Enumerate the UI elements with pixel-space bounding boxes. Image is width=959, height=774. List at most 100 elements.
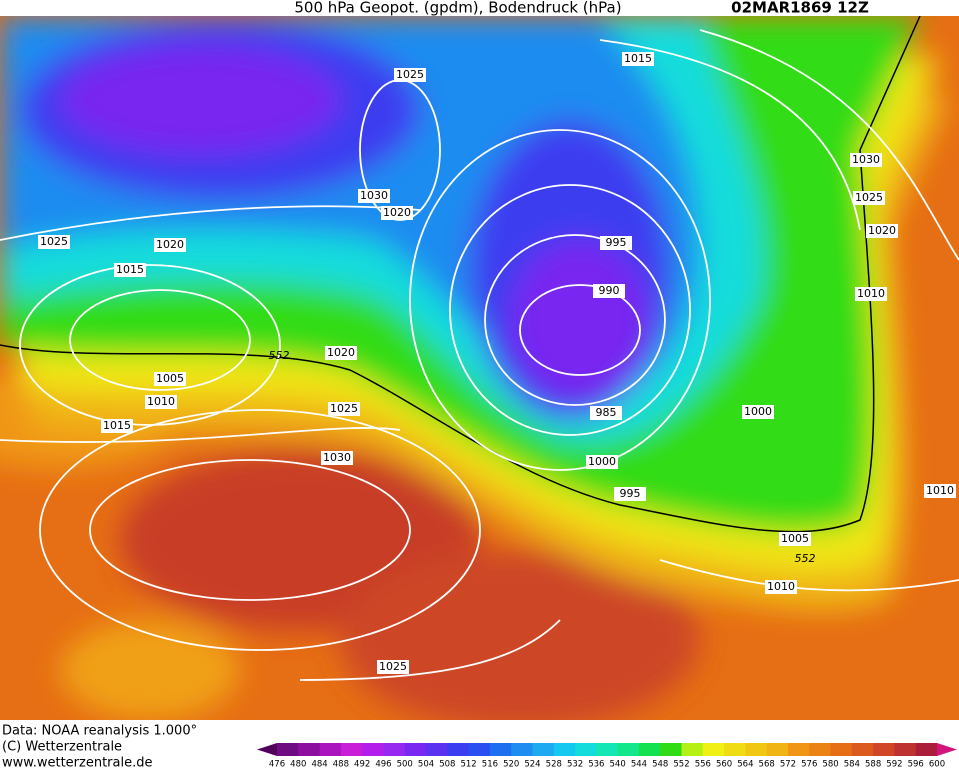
colorbar-tick-label: 516 bbox=[482, 760, 498, 770]
colorbar-tick-label: 504 bbox=[418, 760, 434, 770]
colorbar-swatch bbox=[468, 743, 491, 756]
isobar-label: 995 bbox=[606, 236, 627, 249]
colorbar-tick-label: 556 bbox=[695, 760, 711, 770]
isobar-labels: 1025 1015 1030 1025 1020 1010 1030 1020 1025 1020… bbox=[38, 52, 956, 674]
isobar-label-box bbox=[145, 395, 177, 409]
colorbar-tick-label: 564 bbox=[737, 760, 753, 770]
isobar-label-box bbox=[850, 153, 882, 167]
isobar-label: 1020 bbox=[156, 238, 184, 251]
map: 1025 1015 1030 1025 1020 1010 1030 1020 1025 1020… bbox=[0, 16, 959, 720]
isobar-label: 552 bbox=[269, 349, 290, 362]
isobar-label: 1020 bbox=[868, 224, 896, 237]
colorbar-tick-label: 572 bbox=[780, 760, 796, 770]
colorbar-tick-label: 532 bbox=[567, 760, 583, 770]
isobar-label-box bbox=[321, 451, 353, 465]
colorbar-swatch bbox=[277, 743, 299, 756]
isobar-label: 1015 bbox=[624, 52, 652, 65]
colorbar-swatch bbox=[404, 743, 427, 756]
colorbar-tick-label: 500 bbox=[397, 760, 413, 770]
colorbar: 476 480 484 488 492 496 500 504 508 512 516 520 524 5… bbox=[257, 743, 957, 770]
isobar-label: 1025 bbox=[379, 660, 407, 673]
colorbar-tick-label: 528 bbox=[546, 760, 562, 770]
isobar-label-box bbox=[866, 224, 898, 238]
isobar-label: 1005 bbox=[156, 372, 184, 385]
isobar-label-box bbox=[394, 68, 426, 82]
isobar-label-box bbox=[154, 372, 186, 386]
isobar-label: 1010 bbox=[857, 287, 885, 300]
isobar-label: 995 bbox=[620, 487, 641, 500]
colorbar-tick-label: 524 bbox=[524, 760, 540, 770]
isobar-label-box bbox=[586, 455, 618, 469]
isobar-label-box bbox=[600, 236, 632, 250]
colorbar-tick-label: 476 bbox=[269, 760, 285, 770]
isobar-label: 1010 bbox=[926, 484, 954, 497]
isobar-label-box bbox=[855, 287, 887, 301]
isobar-label: 1005 bbox=[781, 532, 809, 545]
colorbar-tick-label: 544 bbox=[631, 760, 647, 770]
colorbar-arrow-low bbox=[257, 743, 277, 756]
colorbar-tick-label: 592 bbox=[886, 760, 902, 770]
isobar-label: 1020 bbox=[383, 206, 411, 219]
colorbar-tick-label: 580 bbox=[822, 760, 838, 770]
colorbar-swatch bbox=[809, 743, 832, 756]
isobar-label-box bbox=[779, 532, 811, 546]
colorbar-swatch bbox=[915, 743, 938, 756]
colorbar-tick-label: 540 bbox=[610, 760, 626, 770]
colorbar-swatch bbox=[298, 743, 321, 756]
colorbar-swatch bbox=[489, 743, 512, 756]
colorbar-tick-label: 552 bbox=[673, 760, 689, 770]
isobar-label: 552 bbox=[795, 552, 816, 565]
colorbar-swatch bbox=[830, 743, 853, 756]
colorbar-tick-label: 480 bbox=[290, 760, 306, 770]
colorbar-tick-label: 484 bbox=[311, 760, 327, 770]
isobar-label: 985 bbox=[596, 406, 617, 419]
isobar-label: 1010 bbox=[767, 580, 795, 593]
isobar-label-box bbox=[38, 235, 70, 249]
colorbar-swatch bbox=[596, 743, 619, 756]
isobar-label: 1025 bbox=[40, 235, 68, 248]
map-date: 02MAR1869 12Z bbox=[731, 0, 869, 17]
isobar-label: 1025 bbox=[330, 402, 358, 415]
footer-url: www.wetterzentrale.de bbox=[2, 756, 152, 771]
height-field bbox=[0, 16, 950, 720]
isobar-label-box bbox=[114, 263, 146, 277]
isobar-label-box bbox=[325, 346, 357, 360]
colorbar-swatch bbox=[660, 743, 683, 756]
isobars bbox=[0, 29, 959, 681]
colorbar-swatch bbox=[766, 743, 789, 756]
colorbar-tick-label: 596 bbox=[908, 760, 924, 770]
isobar-label: 990 bbox=[599, 284, 620, 297]
colorbar-arrow-high bbox=[937, 743, 957, 756]
isobar-label-box bbox=[154, 238, 186, 252]
colorbar-swatch bbox=[873, 743, 895, 756]
colorbar-swatch bbox=[553, 743, 576, 756]
isobar-label-box bbox=[358, 189, 390, 203]
colorbar-tick-label: 584 bbox=[844, 760, 860, 770]
isobar-label-box bbox=[622, 52, 654, 66]
isobar-label-box bbox=[614, 487, 646, 501]
colorbar-swatch bbox=[724, 743, 746, 756]
isobar-label: 1030 bbox=[323, 451, 351, 464]
colorbar-tick-label: 520 bbox=[503, 760, 519, 770]
colorbar-swatch bbox=[894, 743, 917, 756]
isobar-label-box bbox=[765, 580, 797, 594]
colorbar-swatch bbox=[362, 743, 384, 756]
colorbar-swatch bbox=[681, 743, 704, 756]
colorbar-swatch bbox=[383, 743, 406, 756]
colorbar-tick-label: 600 bbox=[929, 760, 945, 770]
isobar-label-box bbox=[328, 402, 360, 416]
isobar-label: 1015 bbox=[116, 263, 144, 276]
isobar-label: 1025 bbox=[855, 191, 883, 204]
colorbar-tick-label: 536 bbox=[588, 760, 604, 770]
footer-copyright: (C) Wetterzentrale bbox=[2, 740, 122, 755]
colorbar-swatch bbox=[787, 743, 810, 756]
colorbar-swatch bbox=[426, 743, 448, 756]
isobar-label: 1020 bbox=[327, 346, 355, 359]
isobar-label-box bbox=[381, 206, 413, 220]
isobar-label-box bbox=[377, 660, 409, 674]
footer-source: Data: NOAA reanalysis 1.000° bbox=[2, 724, 197, 739]
colorbar-tick-label: 508 bbox=[439, 760, 455, 770]
colorbar-swatch bbox=[851, 743, 874, 756]
contour-552 bbox=[0, 16, 921, 533]
